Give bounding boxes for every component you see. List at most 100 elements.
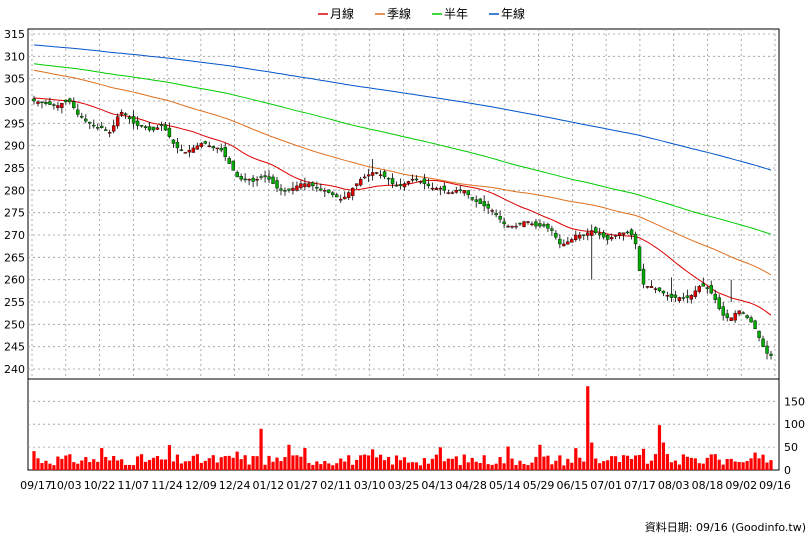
x-tick-label: 04/28 [455, 479, 487, 492]
candle-body [44, 101, 48, 104]
candle-body [637, 246, 642, 271]
price-tick-label: 270 [4, 229, 25, 242]
candle-body [558, 238, 562, 245]
candle-body [167, 127, 172, 137]
candle-body [741, 312, 745, 314]
candle-body [590, 230, 594, 236]
candle-body [307, 183, 311, 187]
candle-body [605, 235, 610, 240]
volume-bar [382, 460, 387, 470]
candle-body [56, 105, 60, 108]
candle-body [673, 294, 678, 298]
candle-body [60, 103, 64, 108]
price-tick-label: 265 [4, 251, 25, 264]
volume-bar [598, 463, 602, 470]
candle-body [769, 353, 773, 356]
volume-bar [363, 454, 367, 470]
candle-body [131, 116, 136, 124]
candle-body [530, 223, 534, 226]
volume-bar [765, 462, 769, 470]
x-tick-label: 09/16 [759, 479, 791, 492]
candle-body [574, 234, 578, 240]
volume-bar [721, 464, 725, 470]
candle-body [566, 241, 570, 245]
volume-bar [554, 460, 558, 470]
candle-body [84, 118, 88, 122]
candle-body [378, 174, 383, 176]
volume-bar [745, 461, 749, 470]
candle-body [195, 145, 200, 150]
volume-bar [112, 455, 116, 470]
candle-body [422, 178, 427, 184]
volume-bar [52, 465, 56, 470]
candle-body [629, 229, 634, 236]
moving-average-lines [33, 44, 772, 316]
volume-bar [705, 457, 709, 470]
candle-body [474, 199, 478, 202]
candle-body [183, 152, 188, 154]
volume-bar [271, 461, 275, 470]
price-tick-label: 280 [4, 184, 25, 197]
volume-bar [211, 455, 215, 470]
x-tick-label: 08/03 [658, 479, 690, 492]
volume-bar [574, 448, 578, 470]
volume-bar [351, 464, 355, 470]
volume-bar [251, 456, 255, 470]
volume-bar [606, 460, 610, 470]
candle-body [275, 180, 279, 189]
volume-bar [355, 459, 359, 470]
candle-body [454, 190, 458, 193]
volume-bar [386, 457, 391, 470]
candle-body [48, 101, 52, 105]
candle-body [227, 158, 231, 164]
volume-bar [438, 447, 442, 470]
volume-bar [526, 465, 530, 470]
candle-body [725, 313, 729, 318]
volume-bar [709, 454, 713, 470]
candle-body [669, 293, 674, 298]
volume-bar [586, 386, 590, 470]
price-tick-label: 275 [4, 207, 25, 220]
volume-bar [761, 454, 765, 470]
volume-bar [474, 461, 478, 470]
candle-body [390, 178, 395, 184]
candle-body [709, 285, 713, 294]
volume-bar [725, 459, 729, 470]
candle-body [311, 182, 315, 187]
volume-axis-ticks: 0 50 100 150 [784, 395, 805, 477]
price-tick-label: 315 [4, 28, 25, 41]
candle-body [127, 116, 132, 120]
volume-bar [135, 456, 140, 470]
candle-body [685, 295, 690, 298]
volume-bar [48, 463, 52, 470]
volume-bar [514, 464, 518, 470]
volume-bar [291, 455, 295, 470]
volume-bar [414, 462, 419, 470]
candle-body [693, 290, 698, 297]
volume-bar [96, 461, 100, 470]
candle-body [450, 192, 454, 194]
candle-body [179, 149, 184, 151]
volume-bar [36, 458, 40, 470]
candle-body [231, 160, 235, 171]
x-tick-label: 07/01 [590, 479, 622, 492]
volume-bar [482, 455, 486, 470]
volume-bar [538, 444, 542, 470]
price-axis-ticks: 240 245 250 255 260 265 270 275 280 285 290 295 300 3… [4, 28, 25, 376]
volume-bar [56, 456, 60, 470]
candle-body [235, 172, 239, 178]
volume-bar [506, 446, 510, 470]
volume-bar [518, 460, 522, 470]
candle-body [255, 178, 259, 181]
volume-bar [566, 458, 570, 470]
price-tick-label: 295 [4, 117, 25, 130]
volume-bar [207, 458, 211, 470]
volume-bar [139, 454, 144, 470]
candle-body [645, 286, 650, 288]
volume-bar [701, 463, 705, 470]
candle-body [601, 232, 606, 238]
volume-bar [649, 460, 654, 470]
price-tick-label: 290 [4, 140, 25, 153]
candle-body [323, 190, 327, 192]
volume-bar [163, 459, 168, 470]
